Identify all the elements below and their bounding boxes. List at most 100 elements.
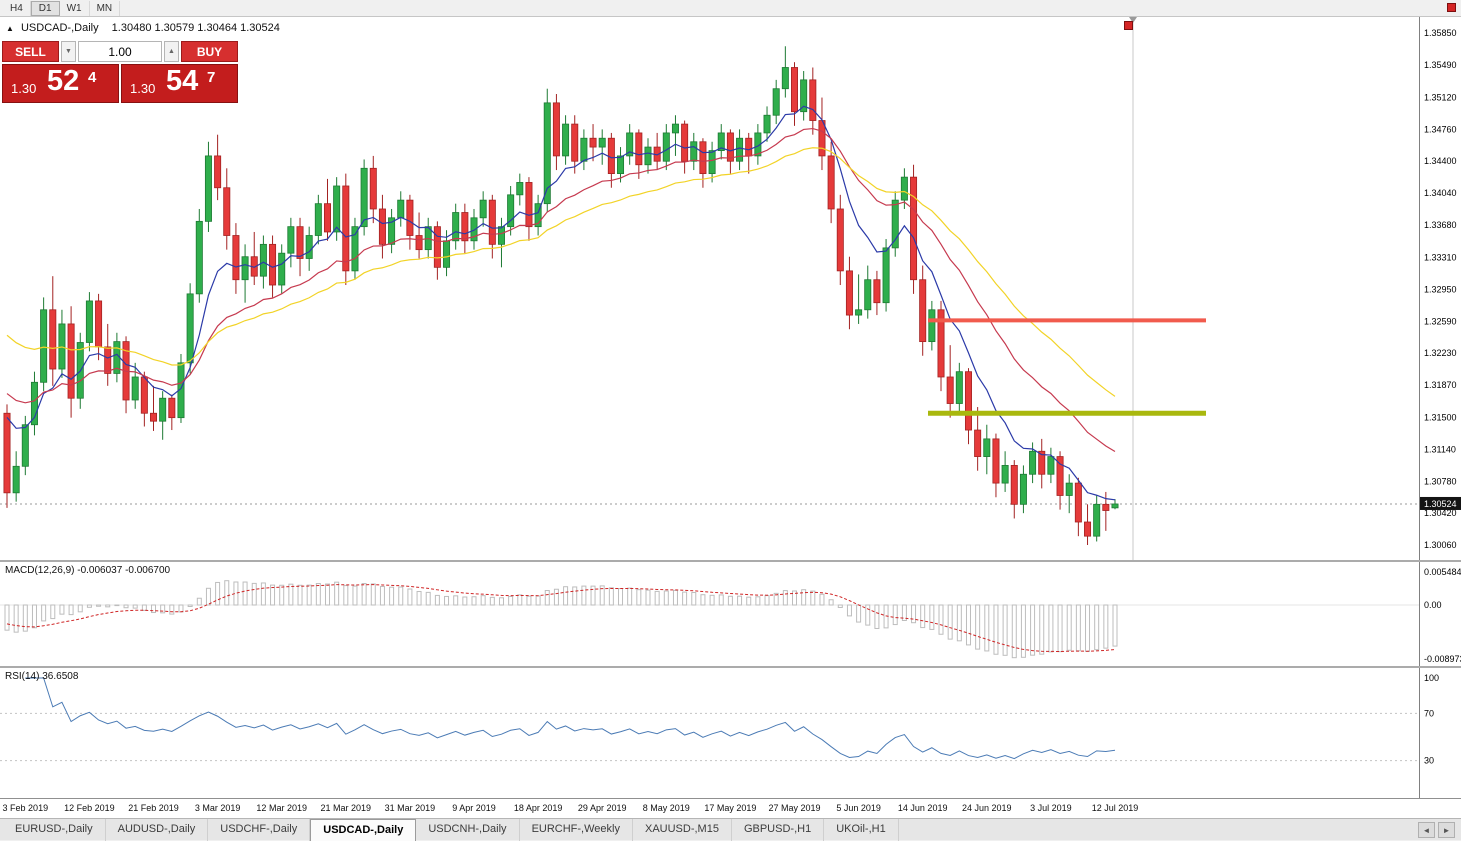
- x-axis-label: 12 Feb 2019: [64, 803, 115, 813]
- x-axis-label: 27 May 2019: [768, 803, 821, 813]
- y-axis-label: 1.31140: [1424, 444, 1456, 454]
- timeframe-w1[interactable]: W1: [60, 0, 90, 16]
- x-axis-label: 21 Feb 2019: [128, 803, 179, 813]
- chevron-up-icon: ▲: [168, 48, 175, 55]
- buy-button[interactable]: BUY: [181, 41, 238, 62]
- main-chart-canvas[interactable]: 1.35850 1.35490 1.35120 1.34760 1.34400 1.340…: [0, 17, 1461, 560]
- candles-layer: [3, 46, 1119, 545]
- tab-scroll-right-button[interactable]: ►: [1438, 822, 1455, 838]
- top-toolbar: H4 D1 W1 MN: [0, 0, 1461, 17]
- tab-usdcad-daily[interactable]: USDCAD-,Daily: [310, 819, 417, 841]
- macd-axis-label: -0.008973: [1424, 654, 1461, 664]
- volume-input[interactable]: [78, 41, 162, 62]
- y-axis-label: 1.30060: [1424, 540, 1457, 550]
- tab-audusd-daily[interactable]: AUDUSD-,Daily: [106, 819, 209, 841]
- one-click-trade-panel: SELL ▼ ▲ BUY 1.30 52 4 1.30 54 7: [2, 41, 240, 103]
- y-axis-label: 1.32590: [1424, 316, 1457, 326]
- chart-title: ▲ USDCAD-,Daily 1.30480 1.30579 1.30464 …: [6, 22, 280, 34]
- ma-slow-line: [6, 147, 1116, 397]
- x-axis-label: 18 Apr 2019: [513, 803, 563, 813]
- buy-price-pips: 54: [166, 65, 199, 97]
- tab-gbpusd-h1[interactable]: GBPUSD-,H1: [732, 819, 825, 841]
- tab-usdchf-daily[interactable]: USDCHF-,Daily: [208, 819, 311, 841]
- arrow-left-icon: ◄: [1422, 825, 1431, 835]
- rsi-indicator-panel[interactable]: 100 70 30 RSI(14) 36.6508: [0, 668, 1461, 798]
- timeframe-group: H4 D1 W1 MN: [3, 0, 121, 16]
- expand-icon: ▲: [6, 24, 14, 33]
- rsi-canvas[interactable]: 100 70 30: [0, 668, 1461, 798]
- y-axis-label: 1.30420: [1424, 508, 1457, 518]
- macd-indicator-panel[interactable]: 0.005484 0.00 -0.008973 MACD(12,26,9) -0.0…: [0, 562, 1461, 666]
- tab-xauusd-m15[interactable]: XAUUSD-,M15: [633, 819, 732, 841]
- macd-axis-label: 0.005484: [1424, 567, 1461, 577]
- sell-price-point: 4: [88, 69, 97, 86]
- x-axis-label: 12 Mar 2019: [256, 803, 307, 813]
- macd-signal-line: [6, 584, 1116, 652]
- x-axis-label: 29 Apr 2019: [577, 803, 627, 813]
- x-axis-label: 12 Jul 2019: [1091, 803, 1139, 813]
- tab-ukoil-h1[interactable]: UKOil-,H1: [824, 819, 899, 841]
- x-axis-label: 31 Mar 2019: [384, 803, 436, 813]
- volume-increase-button[interactable]: ▲: [164, 41, 179, 62]
- tab-scroll-left-button[interactable]: ◄: [1418, 822, 1435, 838]
- macd-canvas[interactable]: 0.005484 0.00 -0.008973: [0, 562, 1461, 666]
- x-axis-row[interactable]: 3 Feb 2019 12 Feb 2019 21 Feb 2019 3 Mar 20…: [0, 798, 1461, 818]
- red-square-icon[interactable]: [1124, 21, 1133, 30]
- current-price-value: 1.30524: [1424, 499, 1457, 509]
- volume-decrease-button[interactable]: ▼: [61, 41, 76, 62]
- chart-shift-marker: [1129, 17, 1137, 23]
- sell-button[interactable]: SELL: [2, 41, 59, 62]
- chart-ohlc-values: 1.30480 1.30579 1.30464 1.30524: [111, 22, 280, 34]
- chart-tabs: EURUSD-,Daily AUDUSD-,Daily USDCHF-,Daily U…: [3, 819, 899, 841]
- x-axis-label: 5 Jun 2019: [836, 803, 881, 813]
- y-axis-label: 1.33680: [1424, 220, 1457, 230]
- panel-separator[interactable]: [0, 666, 1461, 668]
- chart-tab-bar: EURUSD-,Daily AUDUSD-,Daily USDCHF-,Daily U…: [0, 818, 1461, 841]
- y-axis-label: 1.34760: [1424, 124, 1457, 134]
- macd-axis-label: 0.00: [1424, 600, 1442, 610]
- y-axis-label: 1.34400: [1424, 156, 1457, 166]
- arrow-right-icon: ►: [1442, 825, 1451, 835]
- panel-separator[interactable]: [0, 560, 1461, 562]
- y-axis-label: 1.32230: [1424, 348, 1457, 358]
- tab-eurusd-daily[interactable]: EURUSD-,Daily: [3, 819, 106, 841]
- y-axis-label: 1.35490: [1424, 60, 1457, 70]
- tab-usdcnh-daily[interactable]: USDCNH-,Daily: [416, 819, 520, 841]
- tab-eurchf-weekly[interactable]: EURCHF-,Weekly: [520, 819, 633, 841]
- y-axis-label: 1.35120: [1424, 93, 1457, 103]
- current-price-tag: [1420, 496, 1461, 510]
- macd-histogram: [4, 580, 1118, 659]
- x-axis-label: 8 May 2019: [642, 803, 690, 813]
- x-axis-label: 3 Mar 2019: [194, 803, 241, 813]
- sell-price-display[interactable]: 1.30 52 4: [2, 64, 119, 103]
- red-square-icon[interactable]: [1447, 3, 1456, 12]
- buy-price-display[interactable]: 1.30 54 7: [121, 64, 238, 103]
- rsi-axis-label: 70: [1424, 708, 1434, 718]
- rsi-axis-label: 30: [1424, 756, 1434, 766]
- buy-price-base: 1.30: [130, 81, 156, 96]
- chart-symbol: USDCAD-,Daily: [20, 22, 99, 34]
- x-axis-label: 14 Jun 2019: [897, 803, 948, 813]
- x-axis-label: 3 Feb 2019: [2, 803, 49, 813]
- ma-medium-line: [6, 127, 1116, 453]
- rsi-axis-label: 100: [1424, 673, 1439, 683]
- ma-fast-line: [6, 105, 1116, 501]
- chevron-down-icon: ▼: [65, 48, 72, 55]
- timeframe-h4[interactable]: H4: [3, 0, 31, 16]
- timeframe-mn[interactable]: MN: [90, 0, 121, 16]
- sell-price-pips: 52: [47, 65, 80, 97]
- x-axis-label: 17 May 2019: [704, 803, 757, 813]
- timeframe-d1[interactable]: D1: [30, 0, 60, 16]
- y-axis-label: 1.34040: [1424, 188, 1457, 198]
- y-axis-label: 1.32950: [1424, 284, 1457, 294]
- x-axis-label: 21 Mar 2019: [320, 803, 372, 813]
- macd-label: MACD(12,26,9) -0.006037 -0.006700: [5, 565, 171, 576]
- main-chart-panel[interactable]: 1.35850 1.35490 1.35120 1.34760 1.34400 1.340…: [0, 17, 1461, 560]
- x-axis-label: 3 Jul 2019: [1030, 803, 1072, 813]
- x-axis-label: 24 Jun 2019: [962, 803, 1012, 813]
- buy-price-point: 7: [207, 69, 216, 86]
- y-axis-label: 1.31500: [1424, 413, 1457, 423]
- x-axis-label: 9 Apr 2019: [452, 803, 496, 813]
- y-axis-label: 1.31870: [1424, 380, 1457, 390]
- rsi-label: RSI(14) 36.6508: [5, 671, 79, 682]
